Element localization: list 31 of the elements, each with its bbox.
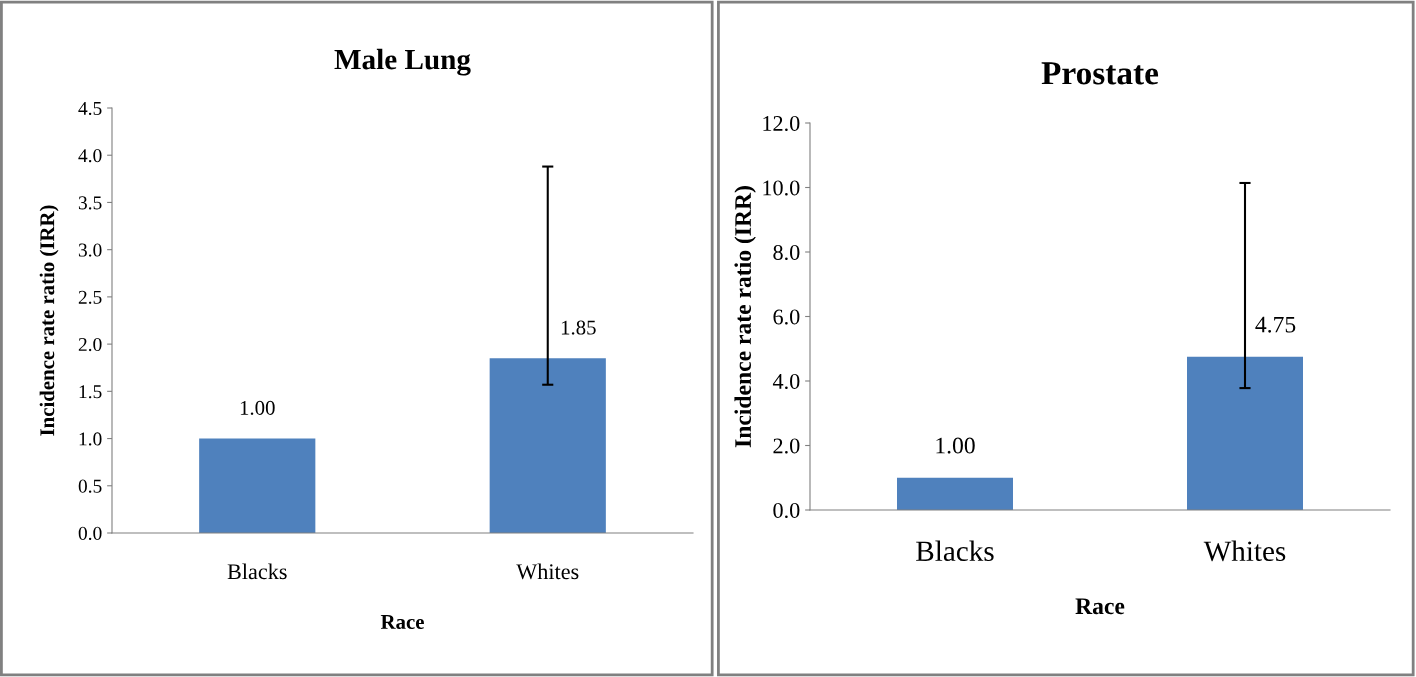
y-tick-label: 3.5 xyxy=(78,196,102,210)
x-axis-title: Race xyxy=(1075,598,1125,615)
data-label: 1.00 xyxy=(936,437,975,454)
data-label: 1.85 xyxy=(561,320,596,335)
y-tick-label: 12.0 xyxy=(763,115,800,132)
chart-title: Prostate xyxy=(1041,62,1159,85)
x-tick-label: Whites xyxy=(516,563,579,580)
y-tick-label: 0.0 xyxy=(773,502,800,519)
y-tick-label: 2.0 xyxy=(78,337,102,352)
x-axis-title: Race xyxy=(380,615,424,629)
x-tick-label: Whites xyxy=(1203,540,1286,562)
chart-title: Male Lung xyxy=(334,48,471,76)
y-tick-label: 2.0 xyxy=(773,438,800,454)
y-axis-title: Incidence rate ratio (IRR) xyxy=(39,205,59,436)
y-tick-label: 10.0 xyxy=(763,180,800,196)
x-tick-label: Blacks xyxy=(227,563,287,580)
y-axis-title: Incidence rate ratio (IRR) xyxy=(734,186,756,448)
y-tick-label: 1.0 xyxy=(79,432,102,446)
y-tick-label: 0.0 xyxy=(78,526,102,541)
y-tick-label: 4.0 xyxy=(772,373,800,390)
y-tick-label: 2.5 xyxy=(78,290,102,304)
data-label: 4.75 xyxy=(1255,316,1296,333)
y-tick-label: 6.0 xyxy=(773,309,800,325)
y-tick-label: 8.0 xyxy=(773,244,800,261)
x-tick-label: Blacks xyxy=(916,540,994,562)
data-label: 1.00 xyxy=(240,400,275,415)
y-tick-label: 0.5 xyxy=(78,479,102,493)
y-tick-label: 1.5 xyxy=(79,385,102,399)
y-tick-label: 3.0 xyxy=(78,243,102,257)
y-tick-label: 4.0 xyxy=(78,149,102,163)
y-tick-label: 4.5 xyxy=(78,101,102,116)
